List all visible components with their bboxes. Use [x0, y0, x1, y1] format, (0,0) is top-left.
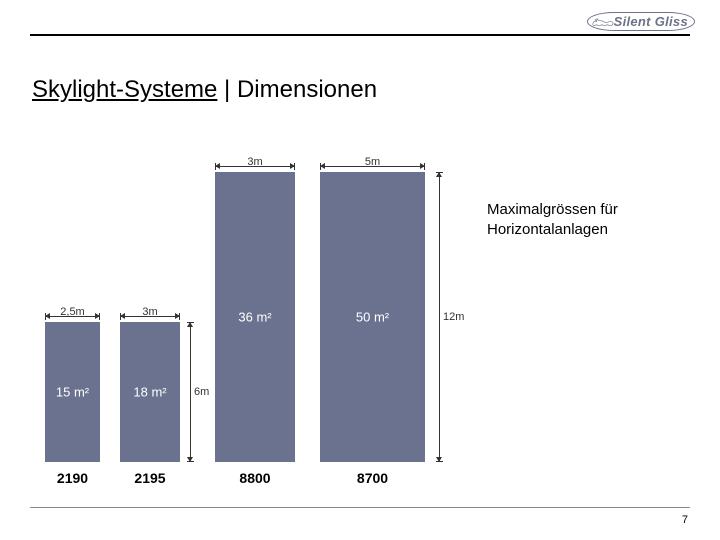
dim-rule-right: [190, 322, 191, 462]
brand-logo: Silent Gliss: [587, 12, 695, 31]
header-divider: [30, 34, 690, 36]
bar-area-label: 15 m²: [45, 385, 100, 400]
brand-name: Silent Gliss: [614, 14, 688, 29]
caption-line-2: Horizontalanlagen: [487, 220, 618, 240]
dim-label-width: 2,5m: [45, 306, 100, 318]
caption: Maximalgrössen für Horizontalanlagen: [487, 200, 618, 239]
bar-area-label: 50 m²: [320, 310, 425, 325]
model-label: 8800: [215, 470, 295, 486]
bar-2195: 18 m²: [120, 322, 180, 462]
slide: Silent Gliss Skylight-Systeme | Dimensio…: [0, 0, 720, 540]
bar-8800: 36 m²: [215, 172, 295, 462]
footer-divider: [30, 507, 690, 508]
title-primary: Skylight-Systeme: [32, 76, 217, 103]
dimensions-chart: 15 m² 2190 2,5m 18 m² 2195 3m 6m 36 m² 8800 3m 50 …: [30, 150, 470, 490]
dim-label-height: 12m: [443, 311, 464, 323]
title-separator: |: [217, 76, 237, 103]
brand-logo-frame: Silent Gliss: [587, 12, 695, 31]
dim-label-height: 6m: [194, 386, 209, 398]
bar-2190: 15 m²: [45, 322, 100, 462]
cat-icon: [592, 15, 614, 29]
bar-area-label: 36 m²: [215, 310, 295, 325]
model-label: 8700: [320, 470, 425, 486]
dim-rule-right: [439, 172, 440, 462]
dim-label-width: 3m: [215, 156, 295, 168]
model-label: 2195: [120, 470, 180, 486]
page-title: Skylight-Systeme | Dimensionen: [32, 76, 377, 104]
bar-area-label: 18 m²: [120, 385, 180, 400]
caption-line-1: Maximalgrössen für: [487, 200, 618, 220]
dim-label-width: 3m: [120, 306, 180, 318]
title-secondary: Dimensionen: [237, 76, 377, 103]
model-label: 2190: [45, 470, 100, 486]
bar-8700: 50 m²: [320, 172, 425, 462]
page-number: 7: [682, 514, 688, 526]
dim-label-width: 5m: [320, 156, 425, 168]
